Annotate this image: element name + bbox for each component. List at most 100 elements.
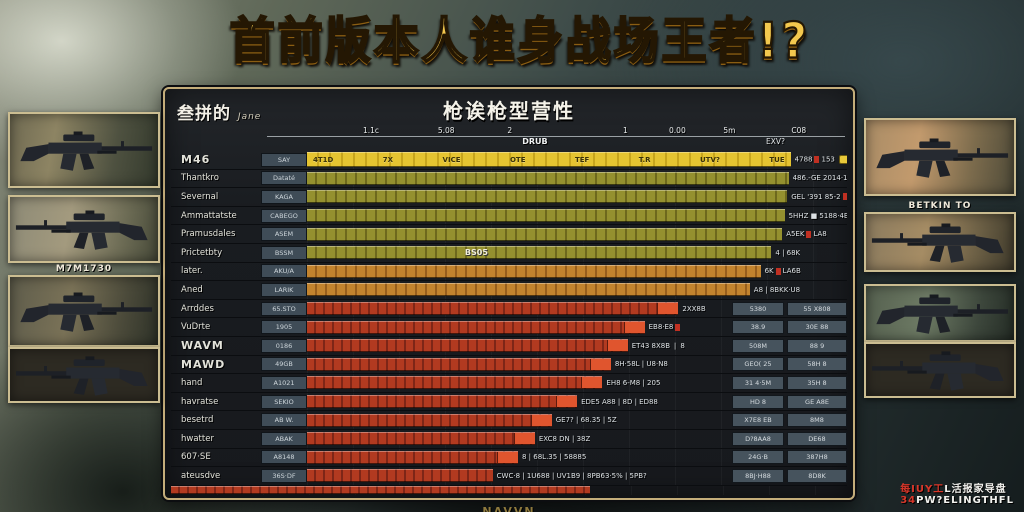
stat-bar <box>307 450 518 464</box>
right-value-cell-2: 30E 88 <box>787 320 847 335</box>
row-label: Pramusdales <box>181 229 236 240</box>
bar-area: EB8·E8 <box>307 318 729 336</box>
bar-value-text: ET43 8X8B ❘ 8 <box>631 341 685 350</box>
table-row: Ammattatste CABEGO 5HHZ ■ 5188·4B <box>171 206 847 226</box>
row-label: Severnal <box>181 191 219 202</box>
row-id-cell: SEKIO <box>261 394 307 409</box>
row-id-cell: SAY <box>261 152 307 167</box>
row-label: Ammattatste <box>181 210 237 221</box>
stat-bar <box>307 283 750 297</box>
right-value-cell-1: HD 8 <box>732 394 784 409</box>
bar-tick-label: VICE <box>442 155 461 164</box>
table-row: Severnal KAGA GEL '391 85-2 <box>171 188 847 207</box>
bar-tick-label: TEF <box>574 155 590 164</box>
row-id-cell: 49GB <box>261 357 307 372</box>
panel-title: 枪诶枪型营性 <box>443 99 575 123</box>
table-row: WAVM 0186 ET43 8X8B ❘ 8 508M 88 9 <box>171 336 847 356</box>
row-id-cell: 1905 <box>261 320 307 335</box>
panel-left-script: Jane <box>237 112 262 122</box>
bar-value-text: CWC·8 | 1U688 | UV1B9 | 8PB63·5% | 5PB? <box>496 471 647 480</box>
bar-value-text: 4788 153 <box>795 155 847 165</box>
right-value-cell-1: 8BJ·H88 <box>732 468 784 483</box>
axis-tick: C08 <box>791 126 807 135</box>
bar-value-text: A5EK LA8 <box>786 230 827 239</box>
row-label: VuDrte <box>181 322 211 333</box>
bar-value-text: EDE5 A88 | 8D | ED88 <box>581 397 658 406</box>
bar-tick-label: OTE <box>509 155 526 164</box>
row-id-cell: 0186 <box>261 338 307 353</box>
short-barrel-rifle-image <box>8 275 160 347</box>
scoped-rifle-image <box>8 347 160 403</box>
stat-bar <box>307 190 788 204</box>
row-id-cell: AB W. <box>261 413 307 428</box>
bar-area: GE7? | 68.35 | 5Z <box>307 411 729 429</box>
right-value-cell-1: 24G·B <box>732 450 784 465</box>
bar-value-text: 8H·58L | U8·N8 <box>614 360 668 369</box>
row-label: Prictetbty <box>181 247 223 258</box>
row-id-cell: ASEM <box>261 227 307 242</box>
row-id-cell: A1021 <box>261 375 307 390</box>
row-label: M46 <box>181 153 211 167</box>
stat-bar <box>307 395 578 409</box>
stat-bar <box>307 302 679 316</box>
right-value-cell-1: 38.9 <box>732 320 784 335</box>
table-row: Pramusdales ASEM A5EK LA8 <box>171 225 847 244</box>
row-id-cell: LARIK <box>261 282 307 297</box>
right-value-cell-1: X7E8 EB <box>732 413 784 428</box>
stat-bar <box>307 469 493 483</box>
row-id-cell: 36S·DF <box>261 468 307 483</box>
right-value-cell-1: GEO( 25 <box>732 357 784 372</box>
row-label: WAVM <box>181 339 224 353</box>
table-row: Prictetbty BSSM BS05 4 | 68K <box>171 243 847 263</box>
bar-area: 8 | 68L.35 | 58885 <box>307 448 729 467</box>
stat-bar <box>307 227 783 241</box>
axis-tick: 1 <box>622 126 628 135</box>
right-value-cell-1: D?8AA8 <box>732 431 784 446</box>
axis-label-center: DRUB <box>522 137 548 146</box>
table-row: Thantkro Dataté 486.-GE 2014·1 <box>171 169 847 189</box>
heavy-rifle-image <box>864 284 1016 342</box>
weapon-caption: BETKIN TO <box>908 201 972 211</box>
table-row: ateusdve 36S·DF CWC·8 | 1U688 | UV1B9 | 8P… <box>171 467 847 486</box>
red-marker <box>775 267 781 275</box>
right-value-cell-2: 387H8 <box>787 450 847 465</box>
bar-area: 5HHZ ■ 5188·4B <box>307 206 847 225</box>
row-id-cell: AKU/A <box>261 264 307 279</box>
right-value-cell-1: 508M <box>732 338 784 353</box>
bar-area: 486.-GE 2014·1 <box>307 169 847 188</box>
table-row: besetrd AB W. GE7? | 68.35 | 5Z X7E8 EB 8M8 <box>171 411 847 430</box>
right-value-cell-2: 8D8K <box>787 468 847 483</box>
bar-value-text: 4 | 68K <box>775 248 801 257</box>
right-value-cell-1: 31 4·5M <box>732 375 784 390</box>
right-value-cell-1: 5380 <box>732 301 784 316</box>
right-value-cell-2: GE A8E <box>787 394 847 409</box>
stat-bar: BS05 <box>307 246 772 260</box>
panel-footer-label: NAVVN <box>482 505 536 512</box>
table-row: hwatter ABAK EXC8 DN | 38Z D?8AA8 DE68 <box>171 429 847 449</box>
stat-bar <box>307 264 761 278</box>
red-marker <box>675 323 681 331</box>
bar-area: EDE5 A88 | 8D | ED88 <box>307 392 729 411</box>
axis-tick: 1.1c <box>363 126 380 135</box>
stat-bar <box>307 413 552 427</box>
stat-bar <box>307 432 535 446</box>
bar-area <box>171 485 847 495</box>
battle-rifle-image <box>864 118 1016 196</box>
axis-ruler: 1.1c 5.08 2 1 0.00 5m C08 <box>267 125 845 137</box>
table-row <box>171 485 847 495</box>
bar-value-text: 2XX8B <box>682 304 706 313</box>
bar-value-text: EH8 6-M8 | 205 <box>606 378 661 387</box>
row-id-cell: ABAK <box>261 431 307 446</box>
stats-table: M46 SAY 4T1D 7X VICE OTE TEF T.R UTV? TUE 4788 153 T… <box>171 151 847 495</box>
left-weapon-gallery: M7M1730 <box>8 112 160 403</box>
red-marker <box>842 193 847 201</box>
bar-tick-label: 4T1D <box>313 155 334 164</box>
row-label: besetrd <box>181 415 214 426</box>
table-row: VuDrte 1905 EB8·E8 38.9 30E 88 <box>171 318 847 337</box>
row-label: havratse <box>181 396 219 407</box>
stat-bar <box>307 339 628 353</box>
row-label: Arrddes <box>181 303 214 314</box>
table-row: hand A1021 EH8 6-M8 | 205 31 4·5M 35H 8 <box>171 374 847 393</box>
row-id-cell: 65.STO <box>261 301 307 316</box>
bar-area: 8H·58L | U8·N8 <box>307 355 729 374</box>
